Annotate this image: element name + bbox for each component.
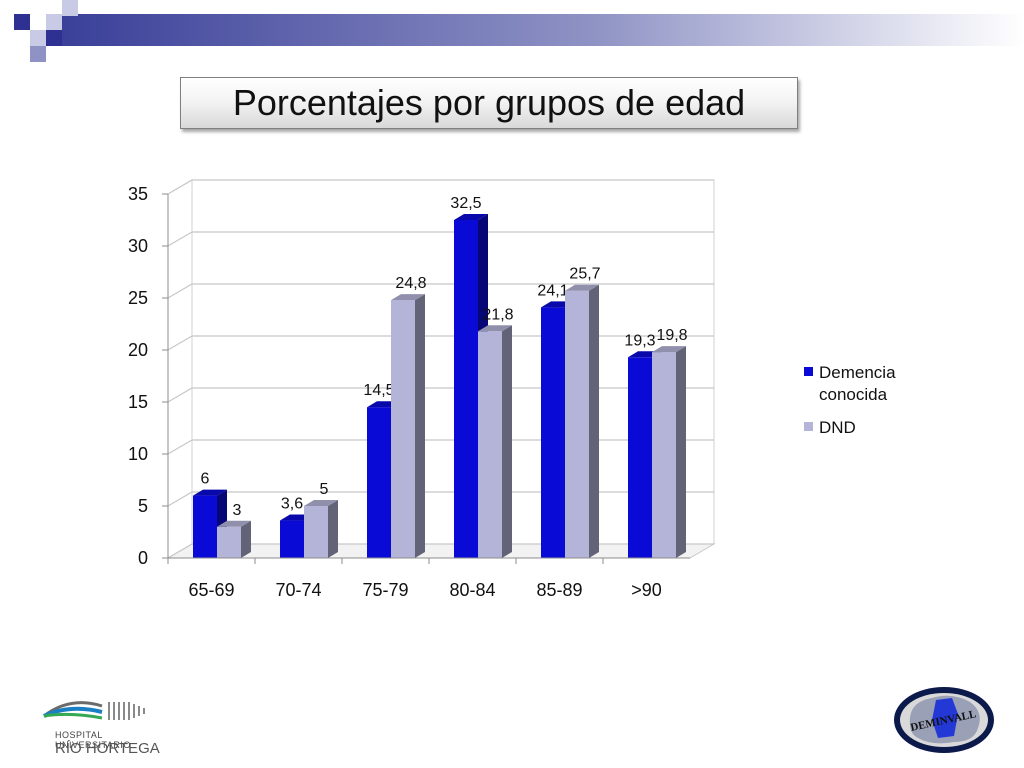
data-label: 3,6 [281, 496, 303, 513]
bar-top [454, 214, 488, 220]
bar-top [304, 500, 338, 506]
data-label: 3 [233, 502, 242, 519]
data-label: 14,5 [363, 382, 394, 399]
gridline [167, 179, 714, 195]
x-tick-label: 70-74 [275, 580, 321, 600]
bar [193, 495, 217, 558]
legend-label-series-2: DND [819, 418, 856, 437]
bar [541, 307, 565, 558]
bar [652, 352, 676, 558]
bar-top [478, 325, 512, 332]
gridline [167, 439, 714, 455]
deco-square [30, 30, 46, 46]
deco-square [14, 14, 30, 30]
bar-top [565, 284, 599, 291]
gridline [167, 335, 714, 351]
legend-item-series-2: DND [804, 417, 919, 439]
deminvall-logo: DEMINVALL [894, 687, 994, 753]
gridline [167, 543, 714, 559]
bar-side [241, 520, 251, 558]
legend-label-series-1: Demencia conocida [819, 363, 896, 404]
bar [304, 506, 328, 558]
y-tick-label: 30 [128, 236, 148, 256]
bar-side [328, 500, 338, 558]
bar-top [217, 520, 251, 527]
side-wall [167, 179, 193, 559]
gridline [167, 491, 714, 507]
header-banner [60, 14, 1024, 46]
x-tick-label: 85-89 [536, 580, 582, 600]
deco-square [46, 14, 62, 30]
y-tick-label: 20 [128, 340, 148, 360]
bar [628, 357, 652, 558]
bar [478, 331, 502, 558]
y-tick-label: 10 [128, 444, 148, 464]
bar [454, 220, 478, 558]
chart-legend: Demencia conocida DND [804, 362, 919, 450]
gridline [167, 387, 714, 403]
hospital-name-line2: RÍO HORTEGA [55, 740, 160, 757]
deco-square [62, 0, 78, 16]
bar [391, 300, 415, 558]
hospital-logo-mark [43, 701, 145, 720]
bar [280, 520, 304, 558]
legend-swatch-series-1 [804, 367, 813, 376]
data-label: 24,8 [395, 275, 426, 292]
data-label: 21,8 [482, 306, 513, 323]
data-label: 25,7 [569, 266, 600, 283]
data-label: 24,1 [537, 282, 568, 299]
y-tick-label: 5 [138, 496, 148, 516]
bar-side [502, 325, 512, 558]
bar [565, 290, 589, 558]
legend-item-series-1: Demencia conocida [804, 362, 919, 406]
legend-swatch-series-2 [804, 422, 813, 431]
y-tick-label: 25 [128, 288, 148, 308]
data-label: 5 [320, 481, 329, 498]
slide-title: Porcentajes por grupos de edad [180, 77, 798, 129]
hospital-logo: HOSPITAL UNIVERSITARIO RÍO HORTEGA [40, 698, 160, 758]
y-tick-label: 0 [138, 548, 148, 568]
bar-side [676, 346, 686, 558]
gridline [167, 231, 714, 247]
data-label: 19,3 [624, 332, 655, 349]
y-tick-label: 35 [128, 184, 148, 204]
gridline [167, 283, 714, 299]
bar [367, 407, 391, 558]
deco-square [30, 46, 46, 62]
bar-top [652, 346, 686, 353]
data-label: 19,8 [656, 327, 687, 344]
bar-side [415, 294, 425, 558]
data-label: 32,5 [450, 195, 481, 212]
data-label: 6 [201, 471, 210, 488]
hospital-name-line1: HOSPITAL UNIVERSITARIO [55, 730, 131, 750]
bar [217, 526, 241, 558]
x-tick-label: 75-79 [362, 580, 408, 600]
x-tick-label: >90 [631, 580, 662, 600]
x-tick-label: 65-69 [188, 580, 234, 600]
x-tick-label: 80-84 [449, 580, 495, 600]
bar-top [193, 489, 227, 496]
deco-square [46, 30, 62, 46]
bar-top [391, 294, 425, 301]
bar-side [589, 284, 599, 558]
y-tick-label: 15 [128, 392, 148, 412]
